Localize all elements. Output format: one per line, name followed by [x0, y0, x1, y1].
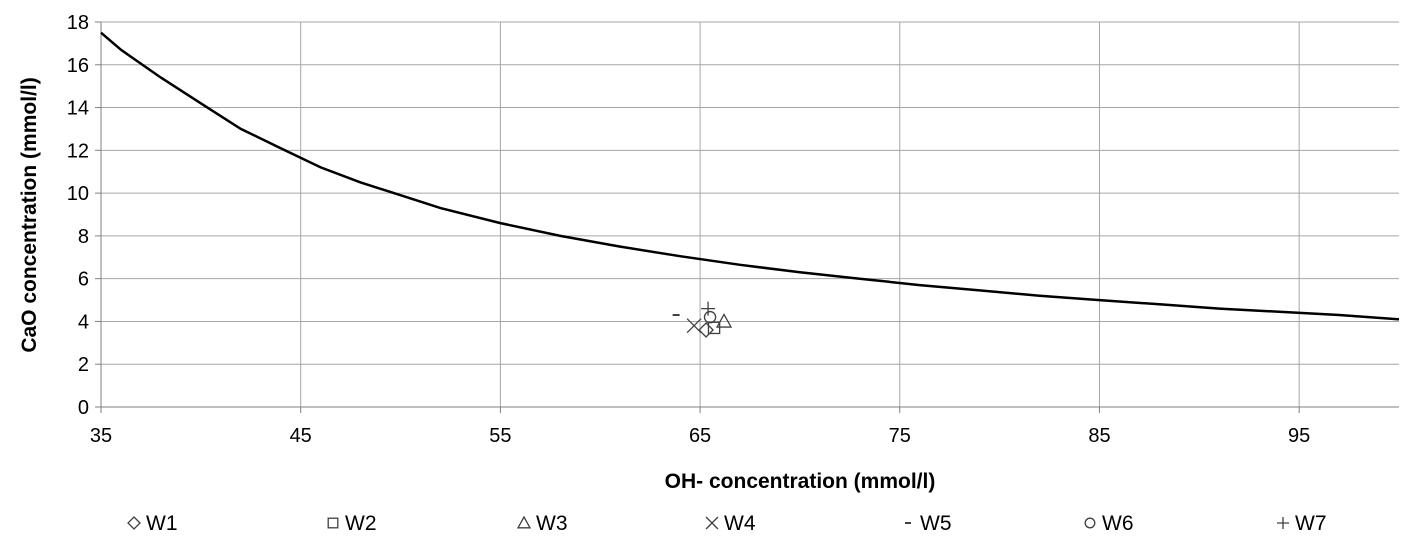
data-point-w1: [698, 322, 714, 338]
y-tick-label: 16: [67, 55, 89, 77]
solubility-curve: [100, 31, 1400, 321]
data-point-w2: [707, 321, 721, 335]
y-tick-label: 6: [78, 269, 89, 291]
square-icon: [327, 517, 339, 529]
data-point-w3: [715, 313, 733, 328]
x-axis-ticks: 35 45 55 65 75 85 95: [90, 425, 1310, 447]
y-tick-label: 0: [78, 397, 89, 419]
y-tick-label: 2: [78, 354, 89, 376]
legend-label: W3: [536, 512, 568, 535]
y-tick-label: 4: [78, 311, 89, 333]
y-tick-label: 12: [67, 140, 89, 162]
y-tick-label: 18: [67, 12, 89, 34]
legend-item-w4: W4: [705, 512, 756, 535]
plus-icon: [1277, 517, 1289, 529]
legend-label: W7: [1295, 512, 1327, 535]
y-tick-label: 10: [67, 183, 89, 205]
legend-item-w1: W1: [127, 512, 178, 535]
y-axis-ticks: 0 2 4 6 8 10 12 14 16 18: [67, 12, 89, 419]
legend-label: W1: [146, 512, 178, 535]
y-tick-label: 14: [67, 98, 89, 120]
x-tick-label: 35: [90, 425, 112, 447]
y-tick-label: 8: [78, 226, 89, 248]
legend-item-w7: W7: [1277, 512, 1327, 535]
data-point-w4: [686, 318, 702, 334]
legend-item-w5: W5: [905, 512, 952, 535]
x-tick-label: 95: [1288, 425, 1310, 447]
legend-label: W5: [920, 512, 952, 535]
x-tick-label: 55: [489, 425, 511, 447]
legend-item-w3: W3: [516, 512, 568, 535]
legend: W1 W2 W3 W4 W5 W6 W7: [127, 512, 1327, 535]
x-tick-label: 45: [290, 425, 312, 447]
legend-label: W2: [345, 512, 377, 535]
legend-label: W4: [724, 512, 756, 535]
grid: [101, 21, 1399, 407]
legend-item-w6: W6: [1084, 512, 1134, 535]
x-icon: [705, 516, 719, 530]
data-points: [672, 301, 733, 338]
y-axis-title: CaO concentration (mmol/l): [18, 77, 41, 352]
legend-label: W6: [1102, 512, 1134, 535]
data-point-w6: [703, 310, 717, 324]
diamond-icon: [127, 516, 141, 530]
x-tick-label: 65: [689, 425, 711, 447]
triangle-icon: [516, 515, 532, 529]
x-tick-label: 75: [889, 425, 911, 447]
legend-item-w2: W2: [327, 512, 377, 535]
x-tick-label: 85: [1088, 425, 1110, 447]
circle-icon: [1084, 517, 1096, 529]
axes: [95, 21, 1399, 413]
curve-layer: [100, 31, 1400, 321]
data-point-w7: [701, 301, 716, 316]
x-axis-title: OH- concentration (mmol/l): [665, 470, 936, 493]
